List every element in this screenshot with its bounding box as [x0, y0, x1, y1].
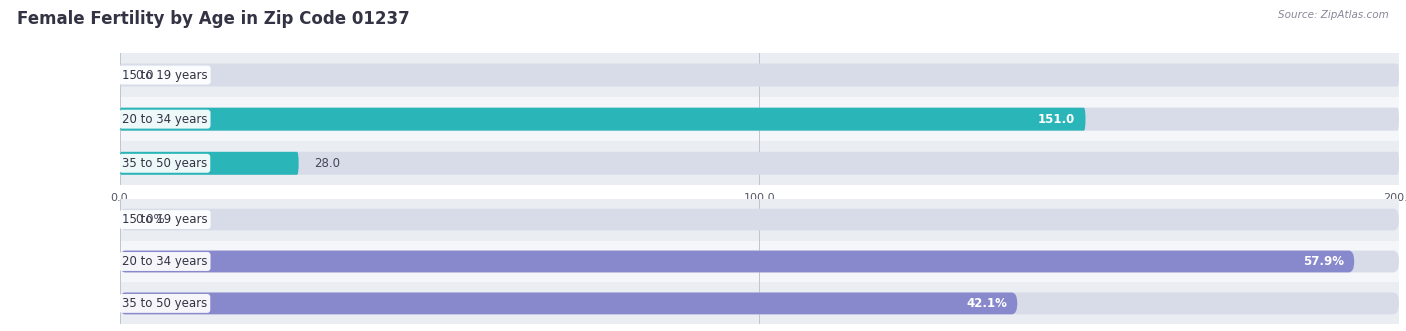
Text: 35 to 50 years: 35 to 50 years: [122, 297, 207, 310]
Text: 28.0: 28.0: [314, 157, 340, 170]
FancyBboxPatch shape: [120, 251, 1354, 272]
Text: 42.1%: 42.1%: [966, 297, 1007, 310]
FancyBboxPatch shape: [120, 209, 1399, 230]
Text: 0.0%: 0.0%: [135, 213, 165, 226]
Text: 15 to 19 years: 15 to 19 years: [122, 213, 208, 226]
Bar: [120, 199, 1399, 241]
FancyBboxPatch shape: [120, 152, 298, 175]
FancyBboxPatch shape: [120, 251, 1399, 272]
Bar: [120, 97, 1399, 141]
FancyBboxPatch shape: [120, 152, 1399, 175]
Text: 20 to 34 years: 20 to 34 years: [122, 255, 208, 268]
Bar: [120, 241, 1399, 282]
Text: 35 to 50 years: 35 to 50 years: [122, 157, 207, 170]
FancyBboxPatch shape: [120, 293, 1018, 314]
Text: Female Fertility by Age in Zip Code 01237: Female Fertility by Age in Zip Code 0123…: [17, 10, 409, 28]
FancyBboxPatch shape: [120, 64, 1399, 86]
Text: Source: ZipAtlas.com: Source: ZipAtlas.com: [1278, 10, 1389, 20]
Text: 0.0: 0.0: [135, 69, 153, 81]
Text: 151.0: 151.0: [1038, 113, 1076, 126]
FancyBboxPatch shape: [120, 293, 1399, 314]
Text: 15 to 19 years: 15 to 19 years: [122, 69, 208, 81]
Text: 20 to 34 years: 20 to 34 years: [122, 113, 208, 126]
Bar: [120, 53, 1399, 97]
Bar: [120, 282, 1399, 324]
FancyBboxPatch shape: [120, 108, 1085, 131]
FancyBboxPatch shape: [120, 108, 1399, 131]
Text: 57.9%: 57.9%: [1303, 255, 1344, 268]
Bar: [120, 141, 1399, 185]
